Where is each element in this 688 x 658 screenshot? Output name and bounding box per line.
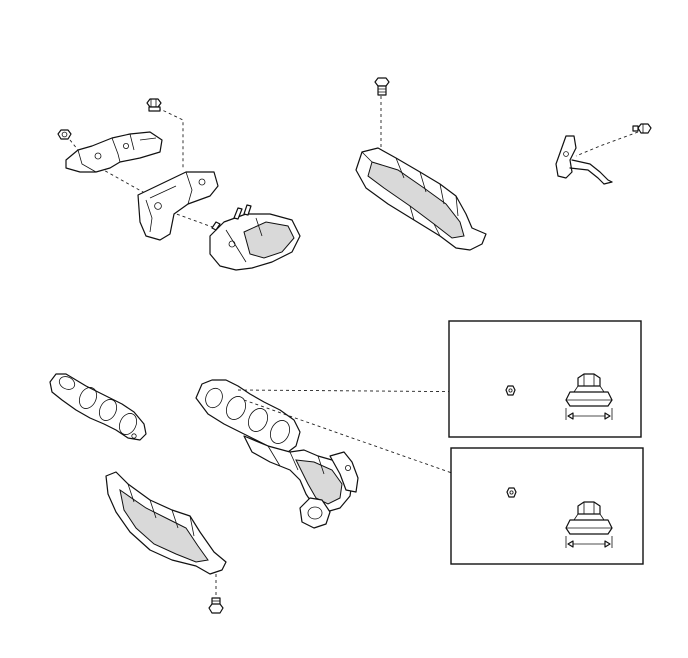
- bolt-lower: [208, 597, 224, 614]
- bolt-right: [632, 123, 652, 134]
- bolt-upper-left: [146, 98, 162, 112]
- detail-box-top: [448, 320, 642, 438]
- bracket-upper: [65, 131, 163, 173]
- guide-lines-upper-left: [69, 107, 216, 229]
- nut-small-top: [505, 385, 516, 396]
- stay-right: [555, 135, 613, 185]
- bracket-stay: [137, 171, 219, 241]
- heat-insulator-small: [209, 204, 301, 271]
- nut-measure-top: [565, 373, 613, 420]
- guide-line-right: [575, 131, 639, 157]
- heat-insulator-lower: [105, 471, 227, 575]
- heat-insulator-upper: [355, 147, 487, 251]
- nut-measure-bottom: [565, 501, 613, 548]
- nut-left: [57, 129, 72, 140]
- bolt-center: [374, 77, 390, 96]
- manifold-gasket: [49, 373, 147, 441]
- nut-small-bottom: [506, 487, 517, 498]
- exhaust-manifold: [195, 379, 359, 529]
- detail-box-bottom: [450, 447, 644, 565]
